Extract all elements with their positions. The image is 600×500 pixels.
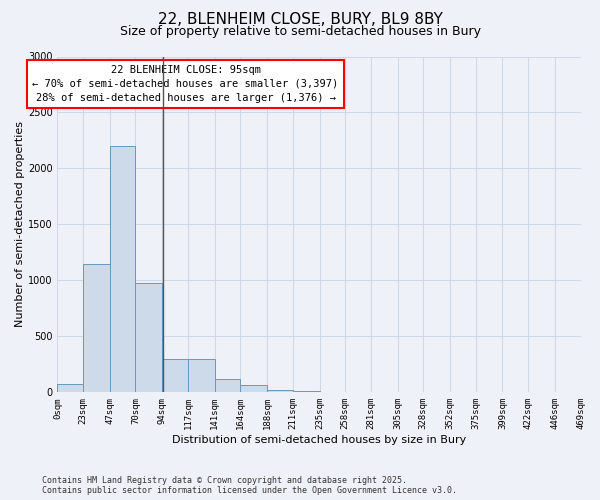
- X-axis label: Distribution of semi-detached houses by size in Bury: Distribution of semi-detached houses by …: [172, 435, 466, 445]
- Y-axis label: Number of semi-detached properties: Number of semi-detached properties: [15, 122, 25, 328]
- Bar: [162, 359, 188, 392]
- Bar: [215, 379, 241, 392]
- Bar: [83, 264, 110, 392]
- Text: Contains HM Land Registry data © Crown copyright and database right 2025.
Contai: Contains HM Land Registry data © Crown c…: [42, 476, 457, 495]
- Bar: [267, 390, 293, 392]
- Bar: [136, 283, 162, 393]
- Text: Size of property relative to semi-detached houses in Bury: Size of property relative to semi-detach…: [119, 25, 481, 38]
- Bar: [58, 384, 83, 392]
- Bar: [293, 391, 320, 392]
- Bar: [110, 146, 136, 392]
- Text: 22, BLENHEIM CLOSE, BURY, BL9 8BY: 22, BLENHEIM CLOSE, BURY, BL9 8BY: [158, 12, 442, 28]
- Bar: [188, 359, 215, 392]
- Text: 22 BLENHEIM CLOSE: 95sqm
← 70% of semi-detached houses are smaller (3,397)
28% o: 22 BLENHEIM CLOSE: 95sqm ← 70% of semi-d…: [32, 65, 338, 103]
- Bar: [241, 385, 267, 392]
